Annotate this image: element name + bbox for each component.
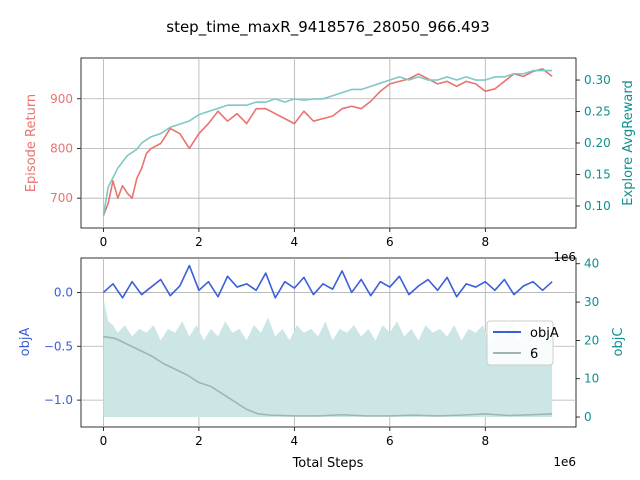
bottom-x-axis-label: Total Steps [292,456,364,471]
top-xtick-label-1: 2 [195,235,203,249]
bottom-y2-axis-label: objC [611,328,626,357]
top-series-line-1 [102,69,553,216]
top-xtick-label-2: 4 [291,235,299,249]
bottom-xtick-label-3: 6 [386,434,394,448]
bottom-ytick-label-2: −1.0 [44,393,73,407]
top-y2-axis-label: Explore AvgReward [621,80,636,205]
bottom-y2tick-label-3: 30 [584,295,599,309]
legend-label-6: 6 [530,347,538,362]
bottom-y2tick-label-0: 0 [584,410,592,424]
bottom-xtick-label-2: 4 [291,434,299,448]
bottom-series-area-2 [103,298,553,418]
top-y2tick-label-0: 0.10 [584,199,611,213]
top-ytick-label-0: 700 [50,191,73,205]
top-plot: 0 2 4 6 8 700 800 900 0.10 0.15 0.20 0.25 0.30 1e6 E… [24,57,636,264]
top-xtick-label-4: 8 [481,235,489,249]
bottom-ytick-label-0: 0.0 [54,285,73,299]
top-y2tick-label-2: 0.20 [584,136,611,150]
bottom-ticks: 0 2 4 6 8 0.0 −0.5 −1.0 0 10 20 30 40 [44,257,599,448]
bottom-xtick-label-0: 0 [100,434,108,448]
bottom-series-line-0 [102,264,553,299]
top-y-axis-label: Episode Return [24,94,39,192]
bottom-y2tick-label-4: 40 [584,257,599,271]
top-ticks: 0 2 4 6 8 700 800 900 0.10 0.15 0.20 0.25 0.30 [50,73,611,249]
bottom-series [102,264,553,418]
bottom-xtick-label-1: 2 [195,434,203,448]
top-xtick-label-0: 0 [100,235,108,249]
bottom-x-offset-label: 1e6 [553,455,576,469]
top-ytick-label-1: 800 [50,141,73,155]
bottom-xtick-label-4: 8 [481,434,489,448]
legend-label-objA: objA [530,326,559,341]
bottom-series-line-1 [103,335,553,417]
top-y2tick-label-1: 0.15 [584,167,611,181]
top-series-line-0 [102,68,553,216]
chart-title: step_time_maxR_9418576_28050_966.493 [166,18,490,37]
bottom-y-axis-label: objA [18,328,33,357]
top-y2tick-label-4: 0.30 [584,73,611,87]
bottom-y2tick-label-2: 20 [584,333,599,347]
legend: objA 6 [486,320,559,366]
bottom-ytick-label-1: −0.5 [44,339,73,353]
top-x-offset-label: 1e6 [553,250,576,264]
top-grid [81,58,576,228]
top-y2tick-label-3: 0.25 [584,105,611,119]
bottom-plot-frame [80,257,577,428]
bottom-y2tick-label-1: 10 [584,372,599,386]
bottom-plot: 0 2 4 6 8 0.0 −0.5 −1.0 0 10 20 30 40 Total Steps 1e… [18,257,626,471]
top-series [102,68,553,216]
top-xtick-label-3: 6 [386,235,394,249]
top-ytick-label-2: 900 [50,92,73,106]
